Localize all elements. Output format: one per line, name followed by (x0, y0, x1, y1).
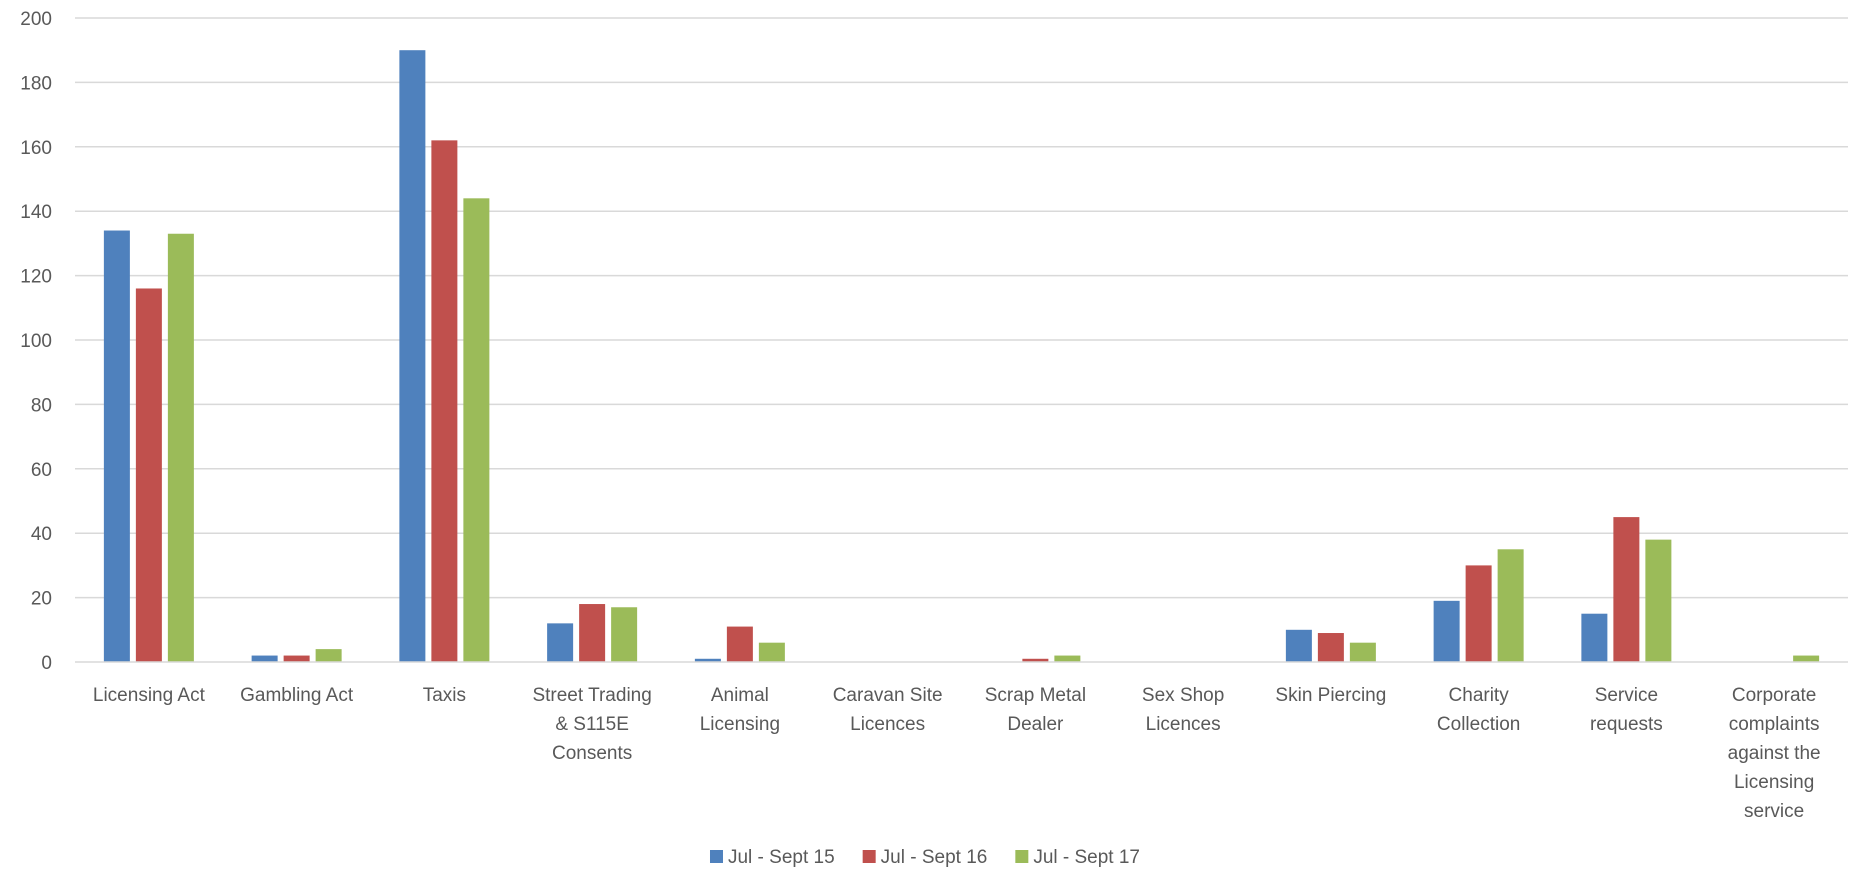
x-category-label: Taxis (423, 685, 466, 706)
bar (251, 655, 278, 662)
bar (694, 658, 721, 662)
bar (283, 655, 310, 662)
bar (1497, 549, 1524, 662)
bar (1645, 539, 1672, 662)
bar (1465, 565, 1492, 662)
bar (103, 230, 130, 662)
y-tick-label: 40 (31, 524, 52, 545)
bar (579, 604, 606, 662)
legend-label: Jul - Sept 16 (881, 847, 988, 868)
legend-label: Jul - Sept 17 (1033, 847, 1140, 868)
bar (1581, 613, 1608, 662)
y-tick-label: 100 (20, 331, 52, 352)
y-tick-label: 160 (20, 138, 52, 159)
bar (1433, 600, 1460, 662)
y-tick-label: 200 (20, 9, 52, 30)
y-tick-label: 120 (20, 267, 52, 288)
bar (726, 626, 753, 662)
bar (547, 623, 574, 662)
bar (1054, 655, 1081, 662)
bar (1317, 633, 1344, 662)
legend-item: Jul - Sept 15 (709, 847, 835, 868)
legend: Jul - Sept 15 Jul - Sept 16 Jul - Sept 17 (709, 847, 1140, 868)
y-tick-label: 60 (31, 460, 52, 481)
x-category-label: Caravan Site Licences (833, 685, 943, 735)
gridlines (75, 17, 1848, 599)
y-tick-label: 0 (41, 653, 52, 674)
bar (611, 607, 638, 662)
legend-swatch (862, 850, 876, 863)
x-category-label: Service requests (1590, 685, 1663, 735)
legend-item: Jul - Sept 16 (862, 847, 988, 868)
x-category-label: Animal Licensing (700, 685, 780, 735)
bar (758, 642, 785, 662)
bar (1285, 629, 1312, 662)
y-tick-label: 180 (20, 73, 52, 94)
legend-swatch (709, 850, 723, 863)
x-category-label: Sex Shop Licences (1142, 685, 1224, 735)
bar (399, 50, 426, 662)
bar (463, 198, 490, 662)
x-category-label: Skin Piercing (1275, 685, 1386, 706)
bar (315, 649, 342, 662)
legend-item: Jul - Sept 17 (1015, 847, 1140, 868)
bar (1793, 655, 1820, 662)
bar (1022, 658, 1049, 662)
bar (135, 288, 162, 662)
x-category-label: Licensing Act (93, 685, 206, 706)
bar (167, 233, 194, 663)
x-axis-category-labels: Licensing Act Gambling Act Taxis Street Tra… (93, 685, 1821, 822)
legend-swatch (1015, 850, 1029, 863)
legend-label: Jul - Sept 15 (728, 847, 835, 868)
y-tick-label: 20 (31, 589, 52, 610)
x-category-label: Corporate complaints against the Licensing s… (1728, 685, 1821, 822)
x-category-label: Street Trading & S115E Consents (532, 685, 651, 764)
x-category-label: Charity Collection (1437, 685, 1520, 735)
bar (1349, 642, 1376, 662)
bar (1613, 517, 1640, 662)
x-category-label: Gambling Act (240, 685, 354, 706)
y-tick-label: 80 (31, 395, 52, 416)
y-axis-tick-labels: 0 20 40 60 80 100 120 140 160 180 200 (20, 9, 52, 674)
x-category-label: Scrap Metal Dealer (985, 685, 1086, 735)
bar (431, 140, 458, 663)
bars (103, 50, 1820, 663)
y-tick-label: 140 (20, 202, 52, 223)
